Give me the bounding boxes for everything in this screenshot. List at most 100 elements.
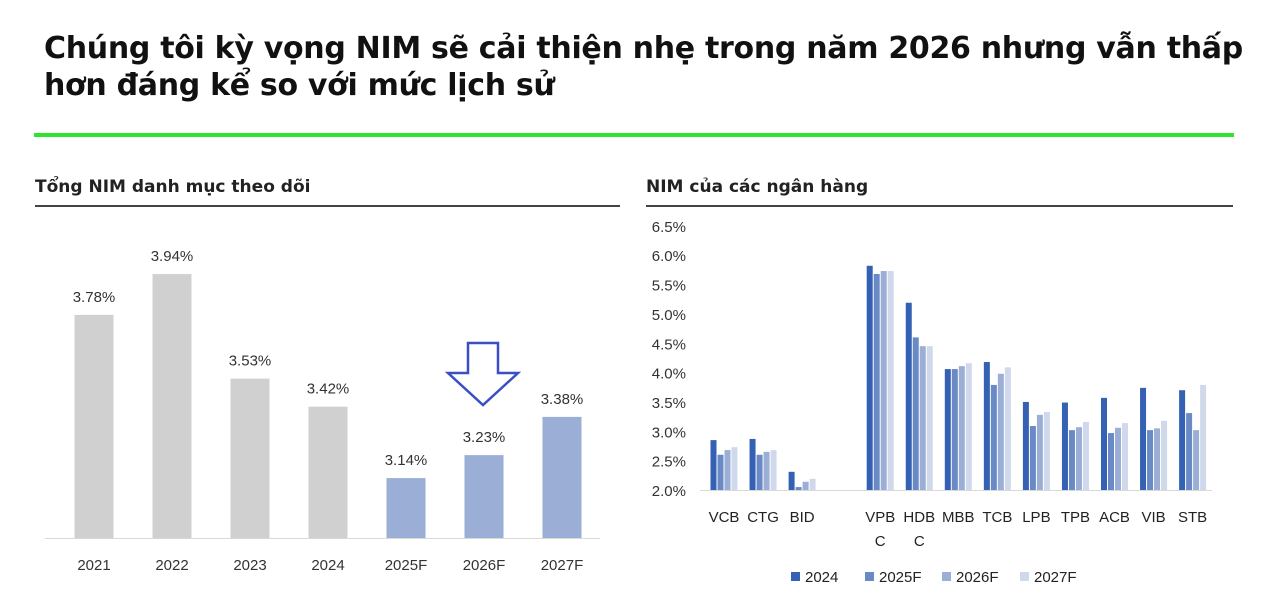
right-category-label: MBB [942,509,975,526]
right-bar-ACB-2025F [1108,433,1114,490]
right-bar-LPB-2027F [1043,411,1050,490]
right-category-label: VPB [865,509,895,526]
legend-label-2026F: 2026F [956,569,999,586]
left-bar-2025F [386,478,426,538]
right-bar-TCB-2025F [990,384,997,490]
accent-divider [34,133,1234,137]
legend-swatch-2026F [942,572,951,581]
right-bar-VIB-2026F [1154,428,1161,490]
right-category-label: C [914,533,925,550]
left-bar-2021 [74,314,114,538]
right-bar-TCB-2027F [1004,367,1011,490]
left-data-label-2026F: 3.23% [463,429,506,446]
right-bar-STB-2026F [1193,430,1200,490]
right-category-label: VIB [1141,509,1165,526]
legend-label-2024: 2024 [805,569,838,586]
right-category-label: VCB [709,509,740,526]
right-bar-HDB-2024 [905,302,912,490]
right-bar-BID-2024 [788,471,795,490]
right-category-label: C [875,533,886,550]
right-bar-VIB-2027F [1161,420,1168,490]
legend-swatch-2025F [865,572,874,581]
right-bar-CTG-2027F [770,450,777,490]
right-bar-TPB-2026F [1075,427,1082,490]
right-bar-STB-2027F [1200,384,1207,490]
left-chart-title-underline [35,205,620,207]
right-bar-BID-2026F [802,481,809,490]
right-y-tick-label: 2.5% [652,454,686,471]
legend-label-2025F: 2025F [879,569,922,586]
right-bar-TCB-2024 [983,362,990,490]
right-bar-CTG-2026F [763,451,770,490]
right-bar-TPB-2027F [1082,421,1089,490]
right-bar-ACB-2027F [1122,423,1128,490]
right-bar-LPB-2025F [1029,426,1036,490]
right-category-label: BID [790,509,815,526]
right-bar-VPB-2025F [873,273,880,490]
left-tick-label-2027F: 2027F [541,557,584,574]
left-data-label-2025F: 3.14% [385,452,428,469]
right-category-label: TPB [1061,509,1090,526]
left-tick-label-2023: 2023 [233,557,266,574]
left-chart-title: Tổng NIM danh mục theo dõi [35,177,311,197]
right-bar-LPB-2026F [1036,414,1043,490]
right-bar-MBB-2026F [958,366,965,490]
left-bar-2027F [542,416,582,538]
right-bar-TPB-2025F [1068,430,1075,490]
right-y-tick-label: 4.5% [652,336,686,353]
right-bar-STB-2024 [1179,390,1186,490]
right-bar-VPB-2024 [866,265,873,490]
right-bar-ACB-2026F [1115,427,1121,490]
right-bar-STB-2025F [1186,413,1193,490]
right-bar-VIB-2024 [1140,387,1147,490]
right-bar-CTG-2024 [749,438,756,490]
right-y-tick-label: 3.5% [652,395,686,412]
right-y-tick-label: 5.5% [652,278,686,295]
right-category-label: CTG [747,509,779,526]
right-category-label: TCB [982,509,1012,526]
right-category-label: ACB [1099,509,1130,526]
right-bar-BID-2025F [795,487,802,490]
right-bar-VCB-2026F [724,450,731,490]
right-bar-VIB-2025F [1147,430,1154,490]
right-bar-BID-2027F [809,478,816,490]
right-bar-TCB-2026F [997,373,1004,490]
right-bar-VPB-2026F [880,271,887,490]
right-y-tick-label: 2.0% [652,483,686,500]
right-bar-HDB-2026F [919,346,926,490]
right-bar-VCB-2027F [731,447,738,490]
legend-label-2027F: 2027F [1034,569,1077,586]
left-data-label-2024: 3.42% [307,381,350,398]
right-bar-HDB-2025F [912,337,919,490]
right-bar-VCB-2024 [710,440,717,490]
left-tick-label-2026F: 2026F [463,557,506,574]
left-data-label-2023: 3.53% [229,353,272,370]
left-bar-2023 [230,378,270,538]
right-bar-ACB-2024 [1101,397,1107,490]
right-y-tick-label: 6.5% [652,219,686,236]
left-bar-2022 [152,274,192,538]
left-tick-label-2024: 2024 [311,557,344,574]
right-category-label: STB [1178,509,1207,526]
left-tick-label-2022: 2022 [155,557,188,574]
right-bar-VPB-2027F [887,271,894,490]
left-tick-label-2025F: 2025F [385,557,428,574]
legend-swatch-2027F [1020,572,1029,581]
left-data-label-2022: 3.94% [151,248,194,265]
page-title: Chúng tôi kỳ vọng NIM sẽ cải thiện nhẹ t… [44,31,1243,103]
right-y-tick-label: 6.0% [652,248,686,265]
right-category-label: HDB [903,509,935,526]
legend-swatch-2024 [791,572,800,581]
right-bar-MBB-2025F [951,369,958,490]
right-chart-title-underline [646,205,1233,207]
right-chart-title: NIM của các ngân hàng [646,177,869,197]
right-y-tick-label: 3.0% [652,424,686,441]
right-bar-MBB-2024 [944,369,951,490]
right-bar-MBB-2027F [965,363,972,490]
left-bar-2024 [308,406,348,538]
right-bar-CTG-2025F [756,454,763,490]
right-category-label: LPB [1022,509,1050,526]
right-y-tick-label: 5.0% [652,307,686,324]
right-bar-VCB-2025F [717,454,724,490]
